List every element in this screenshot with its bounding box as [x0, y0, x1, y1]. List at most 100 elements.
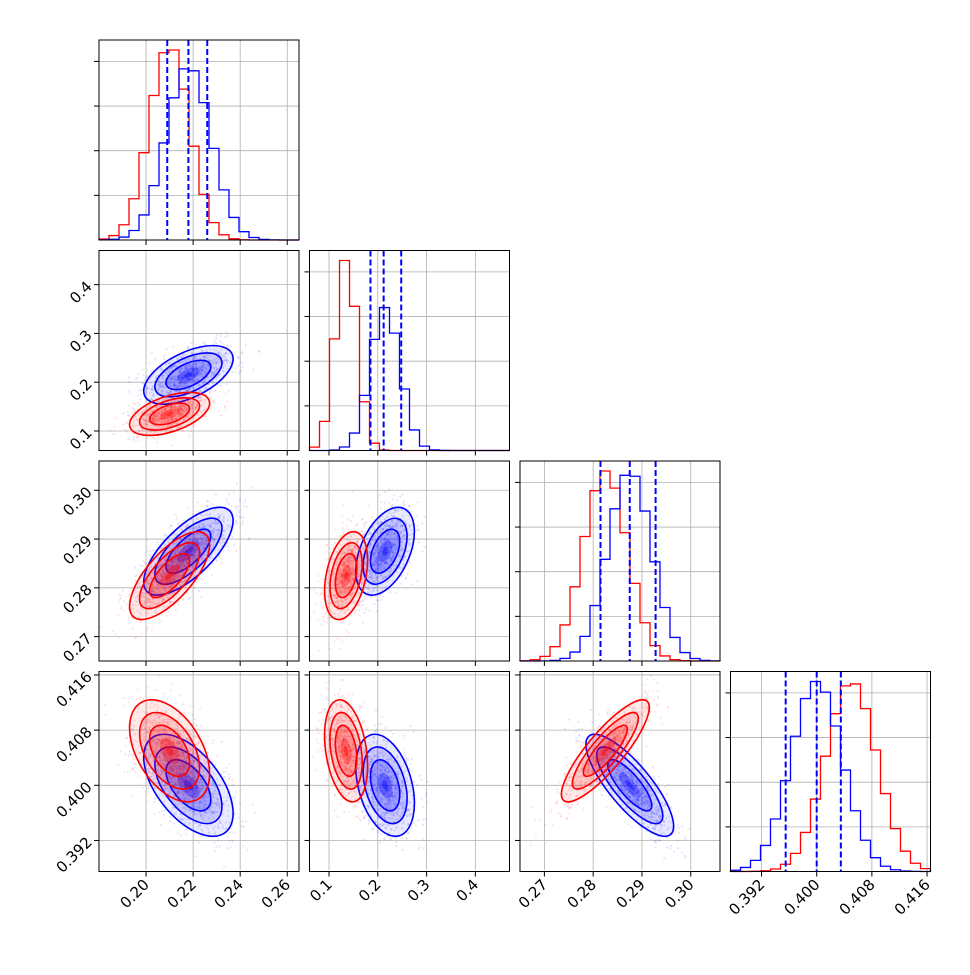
sample-point — [227, 546, 229, 548]
sample-point — [142, 559, 144, 561]
sample-point — [424, 516, 426, 518]
sample-point — [351, 491, 353, 493]
sample-point — [137, 394, 139, 396]
y-tick-label: 0.29 — [59, 532, 95, 568]
sample-point — [118, 601, 120, 603]
sample-point — [109, 430, 111, 432]
sample-point — [382, 596, 384, 598]
sample-point — [236, 509, 238, 511]
scatter-panel-2-0: 0.270.280.290.30 — [59, 461, 299, 666]
sample-point — [313, 589, 315, 591]
sample-point — [324, 613, 326, 615]
sample-point — [141, 382, 143, 384]
sample-point — [178, 604, 180, 606]
sample-point — [200, 578, 202, 580]
sample-point — [246, 506, 248, 508]
sample-point — [140, 389, 142, 391]
sample-point — [399, 496, 401, 498]
sample-point — [126, 430, 128, 432]
sample-point — [417, 529, 419, 531]
sample-point — [127, 414, 129, 416]
sample-point — [239, 497, 241, 499]
sample-point — [236, 505, 238, 507]
sample-point — [364, 598, 366, 600]
sample-point — [384, 501, 386, 503]
sample-point — [143, 374, 145, 376]
sample-point — [416, 515, 418, 517]
sample-point — [133, 439, 135, 441]
sample-point — [235, 367, 237, 369]
plot-area — [95, 251, 299, 451]
sample-point — [128, 617, 130, 619]
sample-point — [243, 501, 245, 503]
sample-point — [215, 389, 217, 391]
sample-point — [114, 433, 116, 435]
sample-point — [380, 599, 382, 601]
sample-point — [221, 562, 223, 564]
sample-point — [144, 561, 146, 563]
sample-point — [187, 346, 189, 348]
sample-point — [190, 597, 192, 599]
sample-point — [233, 544, 235, 546]
sample-point — [407, 573, 409, 575]
sample-point — [404, 504, 406, 506]
sample-point — [215, 337, 217, 339]
sample-point — [209, 393, 211, 395]
sample-point — [226, 331, 228, 333]
x-tick-label: 0.416 — [891, 876, 934, 919]
sample-point — [348, 529, 350, 531]
sample-point — [243, 505, 245, 507]
sample-point — [368, 505, 370, 507]
sample-point — [190, 342, 192, 344]
sample-point — [138, 404, 140, 406]
sample-point — [224, 336, 226, 338]
sample-point — [235, 550, 237, 552]
sample-point — [196, 581, 198, 583]
sample-point — [120, 608, 122, 610]
sample-point — [123, 609, 125, 611]
sample-point — [182, 430, 184, 432]
sample-point — [241, 351, 243, 353]
sample-point — [326, 617, 328, 619]
sample-point — [226, 335, 228, 337]
sample-point — [359, 605, 361, 607]
sample-point — [421, 522, 423, 524]
plot-area — [99, 40, 299, 240]
sample-point — [223, 550, 225, 552]
sample-point — [348, 623, 350, 625]
sample-point — [140, 394, 142, 396]
sample-point — [416, 580, 418, 582]
sample-point — [162, 614, 164, 616]
histogram-panel-1 — [305, 251, 510, 456]
sample-point — [123, 600, 125, 602]
sample-point — [197, 501, 199, 503]
sample-point — [126, 603, 128, 605]
sample-point — [214, 340, 216, 342]
sample-point — [128, 377, 130, 379]
sample-point — [215, 342, 217, 344]
plot-area — [310, 251, 510, 451]
sample-point — [245, 499, 247, 501]
y-tick-label: 0.30 — [59, 483, 95, 519]
sample-point — [322, 564, 324, 566]
sample-point — [154, 358, 156, 360]
sample-point — [238, 511, 240, 513]
sample-point — [219, 390, 221, 392]
sample-point — [148, 362, 150, 364]
sample-point — [232, 371, 234, 373]
sample-point — [239, 500, 241, 502]
sample-point — [198, 590, 200, 592]
sample-point — [239, 361, 241, 363]
sample-point — [152, 437, 154, 439]
sample-point — [220, 414, 222, 416]
sample-point — [341, 515, 343, 517]
sample-point — [149, 550, 151, 552]
sample-point — [233, 492, 235, 494]
sample-point — [137, 569, 139, 571]
y-tick-label: 0.1 — [66, 424, 96, 454]
sample-point — [362, 604, 364, 606]
sample-point — [238, 373, 240, 375]
sample-point — [204, 570, 206, 572]
sample-point — [168, 611, 170, 613]
scatter-panel-2-1 — [305, 461, 510, 666]
